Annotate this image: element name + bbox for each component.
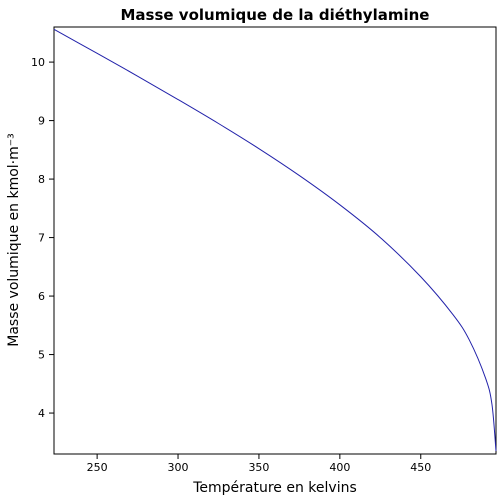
y-axis: 4 5 6 7 8 9 10 <box>31 56 54 420</box>
y-tick-label: 8 <box>38 173 45 186</box>
y-axis-label: Masse volumique en kmol·m⁻³ <box>6 133 22 347</box>
x-axis: 250 300 350 400 450 <box>87 454 431 474</box>
y-tick-label: 5 <box>38 349 45 362</box>
x-tick-label: 250 <box>87 461 108 474</box>
x-tick-label: 450 <box>410 461 431 474</box>
y-tick-label: 9 <box>38 115 45 128</box>
y-tick-label: 7 <box>38 232 45 245</box>
x-tick-label: 400 <box>329 461 350 474</box>
x-tick-label: 350 <box>248 461 269 474</box>
y-tick-label: 10 <box>31 56 45 69</box>
density-curve <box>53 28 497 452</box>
y-tick-label: 4 <box>38 407 45 420</box>
plot-frame <box>53 26 497 455</box>
y-tick-label: 6 <box>38 290 45 303</box>
chart-title: Masse volumique de la diéthylamine <box>121 6 430 24</box>
x-tick-label: 300 <box>168 461 189 474</box>
x-axis-label: Température en kelvins <box>192 480 357 496</box>
